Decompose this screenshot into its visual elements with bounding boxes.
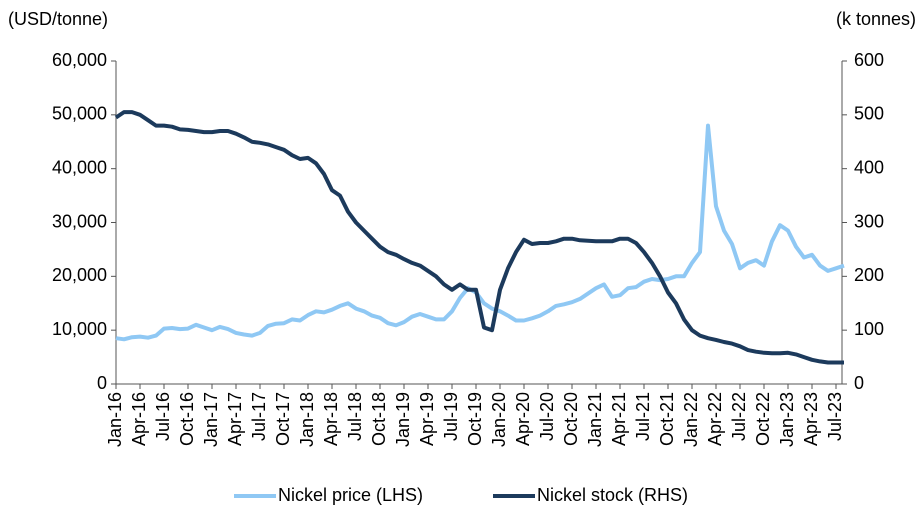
x-tick-label: Jan-16 — [105, 392, 125, 447]
x-tick-label: Jul-18 — [345, 392, 365, 441]
legend-label: Nickel price (LHS) — [278, 485, 423, 505]
x-tick-label: Oct-21 — [657, 392, 677, 446]
x-tick-label: Apr-23 — [801, 392, 821, 446]
x-tick-label: Apr-17 — [225, 392, 245, 446]
x-tick-label: Oct-20 — [561, 392, 581, 446]
x-tick-label: Jan-18 — [297, 392, 317, 447]
x-tick-label: Apr-21 — [609, 392, 629, 446]
x-tick-label: Apr-22 — [705, 392, 725, 446]
x-tick-label: Jan-17 — [201, 392, 221, 447]
series-line — [114, 110, 844, 365]
x-tick-label: Jan-19 — [393, 392, 413, 447]
y2-tick-label: 500 — [854, 104, 884, 124]
x-tick-label: Jul-22 — [729, 392, 749, 441]
x-tick-label: Jan-20 — [489, 392, 509, 447]
x-tick-label: Jul-20 — [537, 392, 557, 441]
y-tick-label: 50,000 — [52, 104, 107, 124]
x-tick-label: Jul-17 — [249, 392, 269, 441]
series-line — [115, 123, 845, 342]
x-tick-label: Apr-19 — [417, 392, 437, 446]
y2-tick-label: 200 — [854, 265, 884, 285]
x-tick-label: Jul-23 — [825, 392, 845, 441]
x-tick-label: Jan-22 — [681, 392, 701, 447]
legend-label: Nickel stock (RHS) — [537, 485, 688, 505]
x-tick-label: Jul-21 — [633, 392, 653, 441]
x-tick-label: Oct-18 — [369, 392, 389, 446]
x-tick-label: Apr-18 — [321, 392, 341, 446]
x-tick-label: Oct-22 — [753, 392, 773, 446]
x-tick-label: Oct-17 — [273, 392, 293, 446]
y-tick-label: 20,000 — [52, 265, 107, 285]
x-tick-label: Jan-23 — [777, 392, 797, 447]
y2-tick-label: 300 — [854, 211, 884, 231]
y-tick-label: 60,000 — [52, 50, 107, 70]
y2-tick-label: 100 — [854, 319, 884, 339]
y2-tick-label: 0 — [854, 373, 864, 393]
x-tick-label: Apr-20 — [513, 392, 533, 446]
x-tick-label: Jul-19 — [441, 392, 461, 441]
x-tick-label: Oct-19 — [465, 392, 485, 446]
y2-tick-label: 600 — [854, 50, 884, 70]
y-tick-label: 10,000 — [52, 319, 107, 339]
y-axis-label: (USD/tonne) — [8, 9, 108, 29]
y-tick-label: 0 — [97, 373, 107, 393]
x-tick-label: Jan-21 — [585, 392, 605, 447]
y-tick-label: 30,000 — [52, 211, 107, 231]
y-tick-label: 40,000 — [52, 157, 107, 177]
y2-axis-label: (k tonnes) — [836, 9, 916, 29]
x-tick-label: Apr-16 — [129, 392, 149, 446]
y2-tick-label: 400 — [854, 157, 884, 177]
x-tick-label: Oct-16 — [177, 392, 197, 446]
x-tick-label: Jul-16 — [153, 392, 173, 441]
